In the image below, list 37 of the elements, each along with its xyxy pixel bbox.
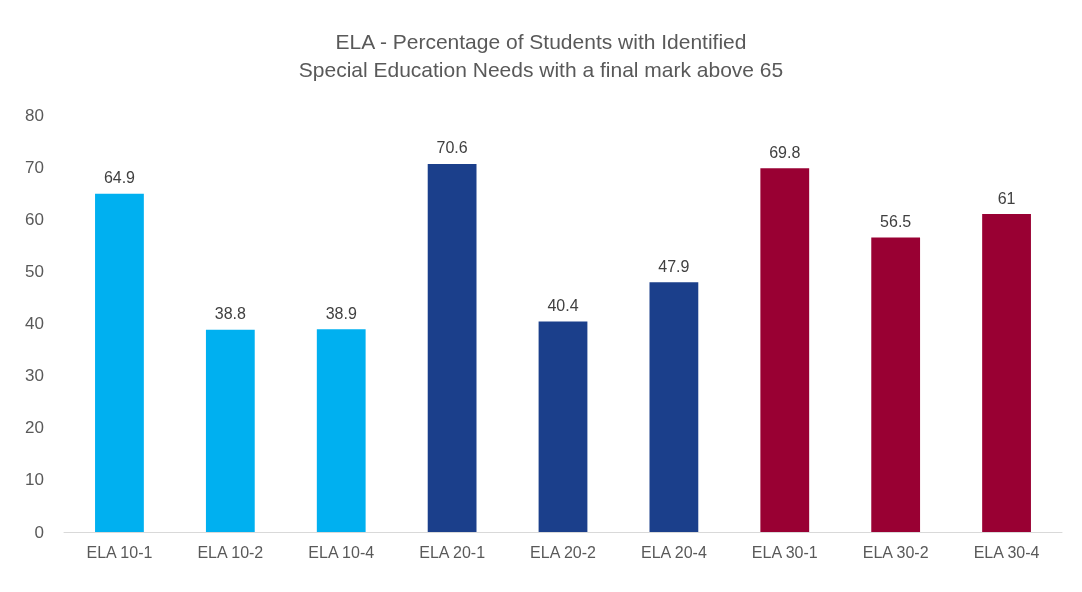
x-tick-label: ELA 10-2: [197, 543, 264, 561]
data-label: 47.9: [658, 257, 690, 275]
data-label: 38.9: [325, 304, 357, 322]
bar: [871, 237, 921, 532]
y-tick-label: 80: [25, 105, 44, 125]
bar: [95, 193, 144, 532]
data-label: 64.9: [103, 169, 136, 187]
bar: [982, 214, 1031, 532]
y-tick-label: 40: [25, 314, 44, 333]
x-tick-label: ELA 30-4: [973, 543, 1040, 561]
y-tick-label: 20: [25, 418, 44, 438]
bar: [538, 321, 588, 532]
y-tick-label: 50: [25, 261, 44, 281]
x-tick-label: ELA 30-2: [862, 543, 929, 561]
y-tick-label: 10: [25, 470, 44, 490]
x-tick-label: ELA 20-2: [530, 543, 597, 561]
x-tick-label: ELA 20-1: [419, 543, 486, 561]
x-tick-label: ELA 20-4: [640, 543, 707, 561]
bar: [760, 168, 810, 532]
data-label: 40.4: [547, 296, 579, 314]
y-tick-label: 0: [34, 522, 44, 542]
y-tick-label: 30: [25, 366, 44, 386]
x-tick-label: ELA 10-1: [86, 543, 153, 561]
bar: [427, 164, 477, 532]
data-label: 56.5: [880, 212, 912, 230]
data-label: 38.8: [214, 305, 247, 323]
data-label: 61: [997, 189, 1016, 207]
chart-title: ELA - Percentage of Students with Identified Special Education Needs with a final mark above 65: [298, 29, 784, 81]
bar: [649, 282, 699, 532]
x-tick-label: ELA 10-4: [308, 543, 375, 561]
x-tick-label: ELA 30-1: [751, 543, 818, 561]
data-label: 69.8: [769, 143, 801, 161]
y-tick-label: 60: [25, 209, 44, 229]
bar: [205, 329, 255, 532]
y-tick-label: 70: [25, 157, 44, 177]
data-label: 70.6: [436, 139, 468, 157]
bar: [316, 329, 366, 532]
